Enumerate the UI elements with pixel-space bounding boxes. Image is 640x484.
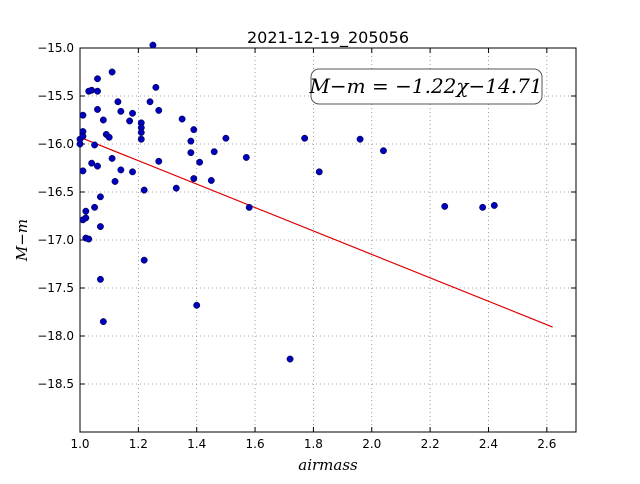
data-point (242, 153, 250, 161)
data-point (111, 177, 119, 185)
data-point (117, 107, 125, 115)
equation-box (310, 68, 543, 105)
data-point (79, 111, 87, 119)
x-tick-label: 1.2 (129, 437, 148, 451)
data-point (187, 137, 195, 145)
x-tick-label: 2.4 (479, 437, 498, 451)
data-point (108, 68, 116, 76)
data-point (94, 75, 101, 83)
y-tick-label: −18.5 (37, 377, 74, 391)
data-point (155, 157, 163, 165)
axis-ticks: 1.0 1.2 1.4 1.6 1.8 2.0 2.2 2.4 2.6 −15.0 −15.5 −16… (37, 41, 576, 451)
data-point (137, 135, 145, 143)
fit-equation: M−m = −1.22χ−14.71 (308, 74, 542, 98)
data-point (479, 203, 487, 211)
data-point (94, 87, 101, 95)
data-point (210, 148, 218, 156)
y-tick-label: −16.5 (37, 185, 74, 199)
data-point (379, 147, 387, 155)
data-point (99, 318, 107, 326)
data-point (94, 162, 101, 170)
data-point (207, 177, 215, 184)
data-point (91, 203, 99, 211)
data-point (356, 135, 364, 143)
data-point (146, 98, 154, 106)
x-axis-label: airmass (298, 456, 358, 474)
data-point (96, 193, 104, 201)
y-tick-label: −17.0 (37, 233, 74, 247)
y-tick-label: −17.5 (37, 281, 74, 295)
x-tick-label: 1.0 (70, 437, 89, 451)
data-point (137, 129, 145, 136)
data-point (79, 167, 87, 175)
x-tick-label: 2.0 (362, 437, 381, 451)
x-tick-label: 2.2 (421, 437, 440, 451)
data-point (245, 203, 253, 211)
data-point (117, 166, 125, 174)
data-point (140, 186, 148, 194)
x-tick-label: 1.8 (304, 437, 323, 451)
y-axis-label: M−m (13, 219, 31, 262)
data-point (301, 134, 309, 142)
data-point (196, 158, 204, 166)
data-point (178, 115, 186, 123)
data-point (108, 154, 116, 162)
data-point (91, 141, 99, 149)
chart-title: 2021-12-19_205056 (247, 28, 409, 48)
data-point (88, 159, 96, 167)
data-point (126, 117, 134, 125)
data-point (315, 168, 323, 176)
data-point (286, 355, 294, 363)
data-points (76, 41, 498, 363)
grid-lines (79, 47, 576, 432)
x-tick-label: 2.6 (537, 437, 556, 451)
data-point (140, 256, 148, 264)
data-point (490, 201, 498, 209)
data-point (152, 83, 160, 91)
x-tick-label: 1.6 (246, 437, 265, 451)
data-point (79, 132, 87, 140)
data-point (441, 202, 449, 210)
data-point (114, 98, 122, 106)
x-tick-label: 1.4 (187, 437, 206, 451)
data-point (82, 214, 90, 222)
data-point (155, 106, 163, 114)
data-point (88, 86, 96, 94)
data-point (76, 140, 84, 148)
data-point (105, 133, 113, 141)
data-point (172, 184, 180, 192)
data-point (187, 149, 195, 157)
data-point (129, 109, 136, 117)
data-point (129, 168, 136, 176)
data-point (190, 175, 198, 183)
data-point (99, 116, 107, 124)
y-tick-label: −15.5 (37, 89, 74, 103)
y-tick-label: −15.0 (37, 41, 74, 55)
data-point (94, 105, 101, 113)
data-point (96, 275, 104, 283)
data-point (96, 223, 104, 231)
data-point (82, 207, 90, 215)
data-point (85, 235, 93, 243)
y-tick-label: −16.0 (37, 137, 74, 151)
y-tick-label: −18.0 (37, 329, 74, 343)
data-point (222, 134, 230, 142)
data-point (190, 126, 198, 134)
data-point (149, 41, 157, 49)
fit-line-group (82, 137, 553, 328)
fit-line (82, 137, 553, 328)
data-point (193, 301, 201, 309)
